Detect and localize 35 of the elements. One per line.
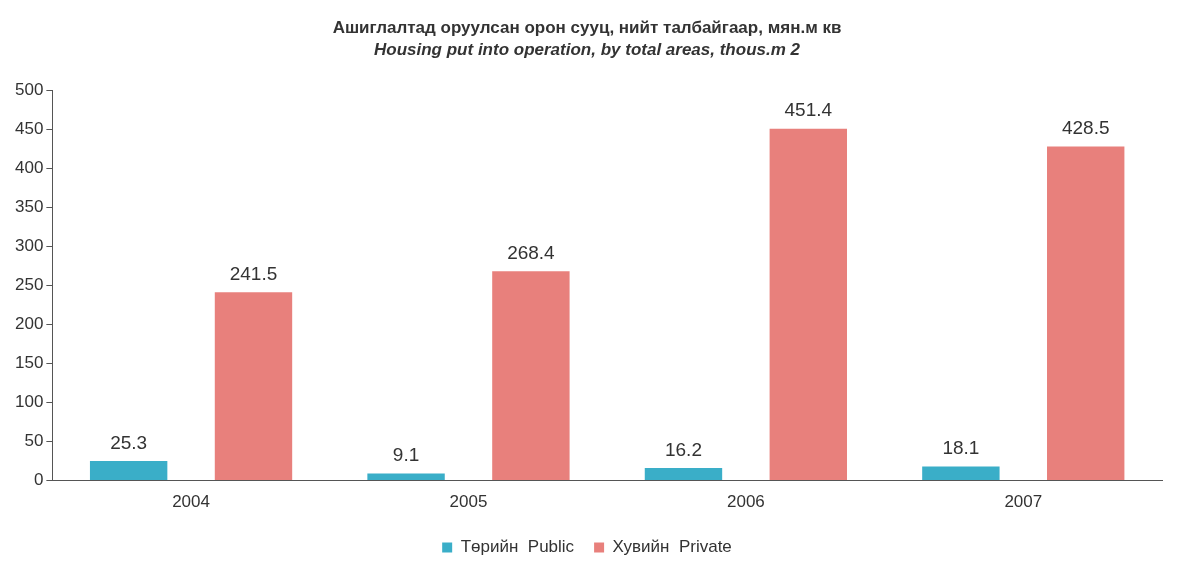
bar — [644, 467, 723, 481]
legend-label: Хувийн Private — [612, 537, 732, 557]
chart-subtitle: Housing put into operation, by total areas, thous.m 2 — [374, 40, 801, 60]
bar — [367, 473, 445, 481]
y-tick-label: 50 — [24, 431, 44, 451]
bar — [89, 460, 168, 481]
y-tick-label: 100 — [14, 392, 44, 412]
y-tick-label: 250 — [14, 275, 44, 295]
x-tick-label: 2007 — [1004, 492, 1043, 512]
y-tick-label: 400 — [14, 158, 44, 178]
y-tick-label: 200 — [14, 314, 44, 334]
y-tick-label: 150 — [14, 353, 44, 373]
y-tick-label: 300 — [14, 236, 44, 256]
chart-title: Ашиглалтад оруулсан орон сууц, нийт талбайгаар, мян.м кв — [332, 17, 842, 37]
y-tick-label: 350 — [14, 197, 44, 217]
data-label: 18.1 — [942, 437, 980, 459]
x-tick-label: 2005 — [449, 492, 488, 512]
data-label: 268.4 — [507, 242, 556, 264]
x-tick-label: 2004 — [172, 492, 210, 512]
data-label: 428.5 — [1061, 117, 1110, 139]
legend-label: Төрийн Public — [460, 537, 575, 557]
bar — [769, 128, 847, 481]
x-tick-label: 2006 — [726, 492, 765, 512]
data-label: 241.5 — [229, 263, 278, 285]
data-label: 451.4 — [784, 99, 833, 121]
data-label: 9.1 — [392, 444, 420, 466]
y-tick-label: 0 — [33, 470, 44, 490]
data-label: 16.2 — [664, 438, 702, 460]
y-tick-label: 450 — [14, 119, 44, 139]
bar — [1047, 146, 1125, 481]
data-label: 25.3 — [110, 431, 148, 453]
bar — [214, 292, 293, 481]
bar — [922, 466, 1000, 481]
bar — [492, 271, 570, 481]
y-tick-label: 500 — [14, 80, 44, 100]
